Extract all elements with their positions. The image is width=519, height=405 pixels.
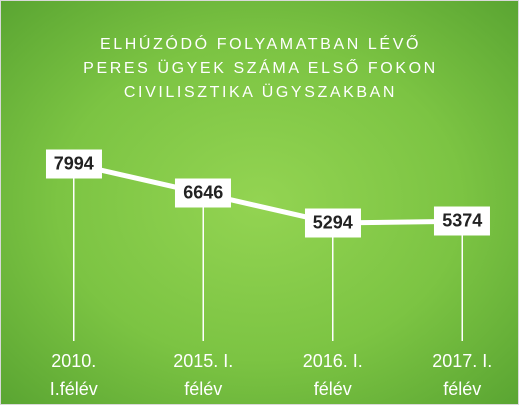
- x-tick-label: 2015. I. félév: [173, 351, 234, 399]
- data-label: 7994: [45, 149, 102, 179]
- x-tick-label: 2010. I.félév: [49, 351, 98, 399]
- line: [73, 161, 463, 226]
- chart-title: ELHÚZÓDÓ FOLYAMATBAN LÉVŐ PERES ÜGYEK SZ…: [83, 36, 438, 101]
- x-tick-label: 2016. I. félév: [302, 351, 363, 399]
- x-tick-label: 2017. I. félév: [432, 351, 493, 399]
- data-label: 5374: [434, 206, 491, 236]
- data-label: 5294: [304, 208, 361, 238]
- data-label: 6646: [175, 178, 232, 208]
